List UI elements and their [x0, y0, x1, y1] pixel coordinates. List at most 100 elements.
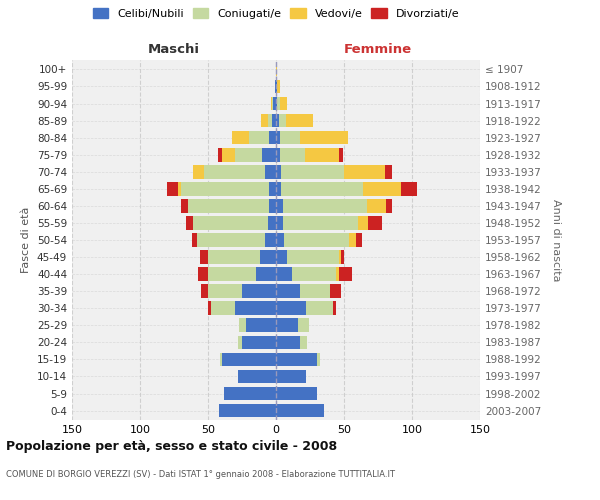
Bar [336, 268, 338, 281]
Bar [239, 318, 246, 332]
Legend: Celibi/Nubili, Coniugati/e, Vedovi/e, Divorziati/e: Celibi/Nubili, Coniugati/e, Vedovi/e, Di… [93, 8, 459, 18]
Bar [268, 216, 276, 230]
Text: Femmine: Femmine [344, 42, 412, 56]
Bar [349, 233, 356, 247]
Bar [193, 165, 204, 178]
Bar [276, 62, 277, 76]
Bar [276, 233, 284, 247]
Bar [204, 165, 265, 178]
Bar [344, 165, 385, 178]
Bar [331, 284, 341, 298]
Bar [317, 352, 320, 366]
Text: COMUNE DI BORGIO VEREZZI (SV) - Dati ISTAT 1° gennaio 2008 - Elaborazione TUTTIT: COMUNE DI BORGIO VEREZZI (SV) - Dati IST… [6, 470, 395, 479]
Bar [276, 386, 317, 400]
Bar [201, 284, 208, 298]
Bar [276, 370, 306, 384]
Bar [193, 216, 268, 230]
Bar [341, 250, 344, 264]
Bar [301, 336, 307, 349]
Bar [191, 233, 197, 247]
Bar [272, 96, 273, 110]
Bar [186, 216, 193, 230]
Bar [200, 250, 208, 264]
Bar [218, 148, 221, 162]
Bar [232, 131, 249, 144]
Bar [219, 404, 276, 417]
Bar [298, 318, 308, 332]
Bar [178, 182, 181, 196]
Bar [208, 268, 256, 281]
Bar [276, 284, 301, 298]
Bar [271, 96, 272, 110]
Bar [276, 148, 280, 162]
Bar [276, 268, 292, 281]
Bar [220, 352, 221, 366]
Bar [273, 96, 276, 110]
Bar [283, 216, 358, 230]
Bar [261, 114, 268, 128]
Bar [265, 165, 276, 178]
Bar [262, 148, 276, 162]
Bar [276, 318, 298, 332]
Bar [356, 233, 362, 247]
Bar [235, 302, 276, 315]
Bar [208, 284, 242, 298]
Bar [269, 199, 276, 212]
Bar [276, 302, 306, 315]
Bar [268, 114, 272, 128]
Bar [208, 302, 211, 315]
Bar [283, 199, 367, 212]
Text: Popolazione per età, sesso e stato civile - 2008: Popolazione per età, sesso e stato civil… [6, 440, 337, 453]
Y-axis label: Anni di nascita: Anni di nascita [551, 198, 561, 281]
Bar [368, 216, 382, 230]
Bar [306, 302, 333, 315]
Bar [238, 370, 276, 384]
Bar [276, 96, 277, 110]
Bar [280, 148, 305, 162]
Bar [276, 131, 280, 144]
Bar [221, 352, 276, 366]
Bar [333, 302, 336, 315]
Bar [235, 148, 262, 162]
Bar [181, 182, 269, 196]
Bar [224, 386, 276, 400]
Bar [211, 302, 235, 315]
Bar [277, 96, 280, 110]
Bar [301, 131, 348, 144]
Bar [280, 96, 287, 110]
Bar [276, 336, 301, 349]
Bar [238, 336, 242, 349]
Bar [208, 250, 260, 264]
Bar [242, 284, 276, 298]
Bar [386, 199, 392, 212]
Bar [281, 165, 344, 178]
Bar [338, 148, 343, 162]
Bar [301, 284, 331, 298]
Bar [284, 233, 349, 247]
Bar [279, 114, 286, 128]
Bar [246, 318, 276, 332]
Bar [385, 165, 392, 178]
Bar [260, 250, 276, 264]
Bar [181, 199, 188, 212]
Bar [276, 165, 281, 178]
Bar [242, 336, 276, 349]
Bar [199, 268, 208, 281]
Bar [281, 182, 363, 196]
Bar [292, 268, 336, 281]
Bar [287, 250, 338, 264]
Bar [280, 131, 301, 144]
Bar [276, 182, 281, 196]
Bar [286, 114, 313, 128]
Bar [167, 182, 178, 196]
Bar [276, 404, 323, 417]
Bar [338, 268, 352, 281]
Bar [269, 131, 276, 144]
Bar [269, 182, 276, 196]
Text: Maschi: Maschi [148, 42, 200, 56]
Y-axis label: Fasce di età: Fasce di età [22, 207, 31, 273]
Bar [256, 268, 276, 281]
Bar [305, 148, 338, 162]
Bar [358, 216, 368, 230]
Bar [338, 250, 341, 264]
